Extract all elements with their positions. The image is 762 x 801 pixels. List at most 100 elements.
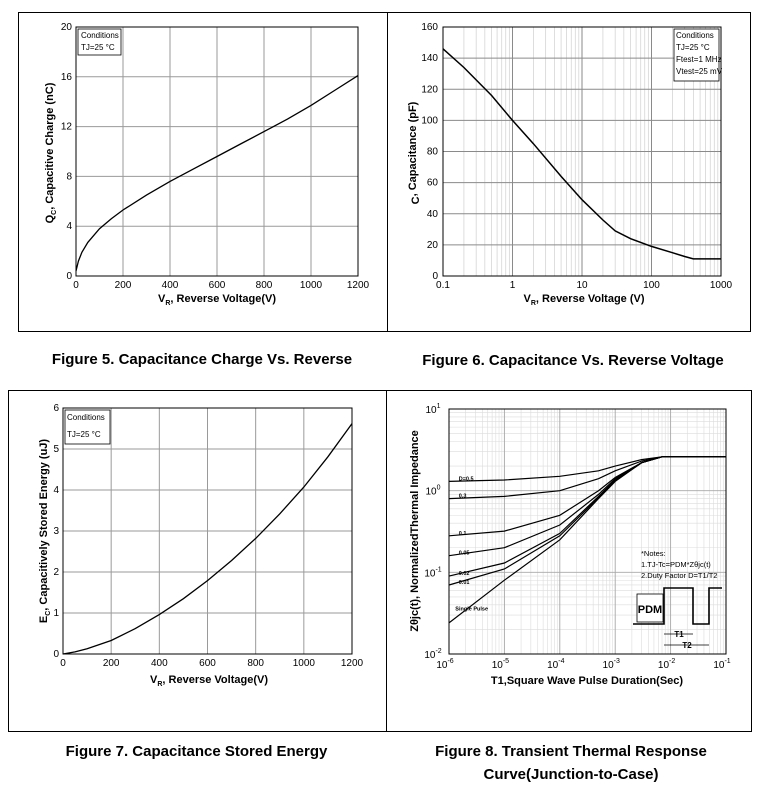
pulse-waveform [633, 587, 722, 625]
y-tick-label: 10-1 [424, 566, 441, 579]
y-tick-label: 160 [421, 22, 438, 33]
conditions-vtest: Vtest=25 mV [676, 67, 723, 76]
conditions-box [77, 28, 122, 56]
chart-panel-fig5: 0 200 400 600 800 1000 1200 0 4 8 12 16 20 Conditions… [18, 12, 388, 332]
conditions-temp: TJ=25 °C [676, 43, 710, 52]
x-tick-label: 1 [510, 280, 516, 291]
series-label: D=0.5 [459, 476, 474, 482]
y-tick-label: 101 [425, 403, 440, 416]
x-tick-label: 10-2 [658, 658, 675, 671]
series-line [448, 456, 726, 482]
x-tick-label: 0 [73, 280, 79, 291]
x-tick-label: 10-6 [436, 658, 453, 671]
chart-fig6: 0.1 1 10 100 1000 0 20 40 60 80 100 120 140 160 Condit… [407, 22, 733, 307]
y-tick-label: 10-2 [424, 648, 441, 661]
y-tick-label: 0 [53, 649, 59, 660]
y-tick-label: 60 [427, 178, 439, 189]
conditions-temp: TJ=25 °C [67, 430, 101, 439]
chart-panel-fig8: 10-6 10-5 10-4 10-3 10-2 10-1 10-2 10-1 100 101 D=… [386, 390, 752, 732]
series-label: 0.1 [459, 531, 467, 537]
x-tick-label: 10-4 [547, 658, 564, 671]
caption-fig5: Figure 5. Capacitance Charge Vs. Reverse [51, 351, 353, 368]
y-tick-label: 3 [53, 526, 59, 537]
x-tick-label: 0 [60, 658, 66, 669]
y-tick-label: 120 [421, 84, 438, 95]
plot-frame [448, 408, 727, 655]
chart-fig8: 10-6 10-5 10-4 10-3 10-2 10-1 10-2 10-1 100 101 D=… [409, 403, 731, 687]
y-tick-label: 2 [53, 567, 59, 578]
x-tick-label: 1000 [710, 280, 733, 291]
y-axis-label: Zθjc(t), NormalizedThermal Impedance [409, 430, 421, 632]
x-tick-label: 10-3 [603, 658, 620, 671]
y-tick-label: 6 [53, 403, 59, 414]
x-tick-label: 1200 [347, 280, 370, 291]
y-tick-label: 40 [427, 209, 439, 220]
series-line [448, 456, 726, 500]
x-tick-label: 1200 [341, 658, 364, 669]
y-tick-label: 20 [427, 240, 439, 251]
chart-fig7: 0 200 400 600 800 1000 1200 0 1 2 3 4 5 6 Conditions TJ… [38, 403, 364, 688]
series-label: 0.3 [459, 494, 467, 500]
x-axis-label: T1,Square Wave Pulse Duration(Sec) [491, 675, 683, 687]
series-line [62, 423, 353, 655]
series-line [75, 75, 359, 272]
conditions-box [64, 409, 111, 445]
notes-title: *Notes: [641, 549, 666, 558]
y-tick-label: 16 [61, 72, 73, 83]
y-tick-label: 8 [66, 171, 72, 182]
chart-panel-fig6: 0.1 1 10 100 1000 0 20 40 60 80 100 120 140 160 Condit… [387, 12, 751, 332]
x-tick-label: 400 [151, 658, 168, 669]
t2-label: T2 [682, 641, 692, 650]
conditions-ftest: Ftest=1 MHz [676, 55, 722, 64]
x-tick-label: 100 [643, 280, 660, 291]
conditions-title: Conditions [67, 413, 105, 422]
x-axis-label: VR, Reverse Voltage(V) [158, 293, 276, 307]
series-line [448, 456, 726, 624]
series-label: 0.02 [459, 571, 470, 577]
plot-frame [75, 26, 359, 277]
y-tick-label: 0 [66, 271, 72, 282]
series-line [448, 456, 726, 577]
y-tick-label: 100 [425, 485, 440, 498]
y-tick-label: 5 [53, 444, 59, 455]
chart-panel-fig7: 0 200 400 600 800 1000 1200 0 1 2 3 4 5 6 Conditions TJ… [8, 390, 387, 732]
y-tick-label: 0 [432, 271, 438, 282]
t1-label: T1 [674, 630, 684, 639]
x-tick-label: 10-1 [713, 658, 730, 671]
y-tick-label: 140 [421, 53, 438, 64]
x-axis-label: VR, Reverse Voltage(V) [150, 674, 268, 688]
pdm-box [636, 593, 664, 623]
conditions-title: Conditions [676, 31, 714, 40]
x-tick-label: 200 [103, 658, 120, 669]
series-label: 0.01 [459, 580, 470, 586]
notes-line1: 1.TJ-Tc=PDM*Zθjc(t) [641, 560, 711, 569]
x-tick-label: 0.1 [436, 280, 450, 291]
y-tick-label: 4 [53, 485, 59, 496]
x-tick-label: 600 [199, 658, 216, 669]
y-tick-label: 20 [61, 22, 73, 33]
x-tick-label: 10-5 [492, 658, 509, 671]
x-tick-label: 800 [256, 280, 273, 291]
x-tick-label: 10 [576, 280, 588, 291]
y-tick-label: 100 [421, 115, 438, 126]
plot-frame [442, 26, 722, 277]
x-tick-label: 400 [162, 280, 179, 291]
x-tick-label: 600 [209, 280, 226, 291]
caption-fig8-line1: Figure 8. Transient Thermal Response [435, 743, 707, 760]
x-axis-label: VR, Reverse Voltage (V) [523, 293, 644, 307]
y-tick-label: 1 [53, 608, 59, 619]
y-tick-label: 12 [61, 122, 73, 133]
series-line [448, 456, 726, 537]
conditions-temp: TJ=25 °C [81, 43, 115, 52]
conditions-box [673, 28, 720, 82]
x-tick-label: 200 [115, 280, 132, 291]
y-axis-label: C, Capacitance (pF) [407, 101, 422, 204]
pdm-label: PDM [638, 604, 662, 616]
notes-line2: 2.Duty Factor D=T1/T2 [641, 571, 717, 580]
y-tick-label: 80 [427, 147, 439, 158]
caption-fig7: Figure 7. Capacitance Stored Energy [65, 743, 328, 760]
y-tick-label: 4 [66, 221, 72, 232]
y-axis-label: QC, Capacitive Charge (nC) [44, 82, 58, 223]
x-tick-label: 800 [247, 658, 264, 669]
conditions-title: Conditions [81, 31, 119, 40]
